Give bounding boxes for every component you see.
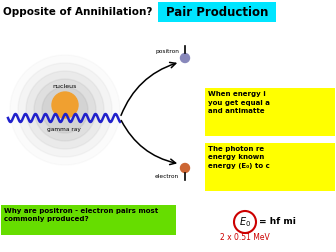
FancyBboxPatch shape — [205, 88, 335, 136]
FancyBboxPatch shape — [205, 143, 335, 191]
FancyBboxPatch shape — [158, 2, 276, 22]
Text: Pair Production: Pair Production — [166, 6, 268, 18]
Circle shape — [180, 53, 190, 62]
Circle shape — [34, 79, 96, 141]
Text: When energy i
you get equal a
and antimatte: When energy i you get equal a and antima… — [208, 91, 270, 114]
Circle shape — [52, 92, 78, 118]
Text: $E_0$: $E_0$ — [239, 215, 251, 229]
Text: gamma ray: gamma ray — [47, 127, 81, 132]
Circle shape — [26, 71, 104, 149]
FancyBboxPatch shape — [1, 205, 176, 235]
Text: Opposite of Annihilation?: Opposite of Annihilation? — [3, 7, 152, 17]
Text: positron: positron — [155, 49, 179, 54]
Text: electron: electron — [155, 174, 179, 179]
Text: 2 x 0.51 MeV: 2 x 0.51 MeV — [220, 234, 270, 242]
Text: Why are positron - electron pairs most
commonly produced?: Why are positron - electron pairs most c… — [4, 208, 158, 223]
Text: nucleus: nucleus — [53, 84, 77, 89]
Circle shape — [42, 87, 88, 133]
Text: = hf mi: = hf mi — [259, 217, 296, 227]
Circle shape — [18, 63, 112, 157]
Circle shape — [180, 164, 190, 173]
Text: The photon re
energy known
energy (E₀) to c: The photon re energy known energy (E₀) t… — [208, 146, 270, 169]
